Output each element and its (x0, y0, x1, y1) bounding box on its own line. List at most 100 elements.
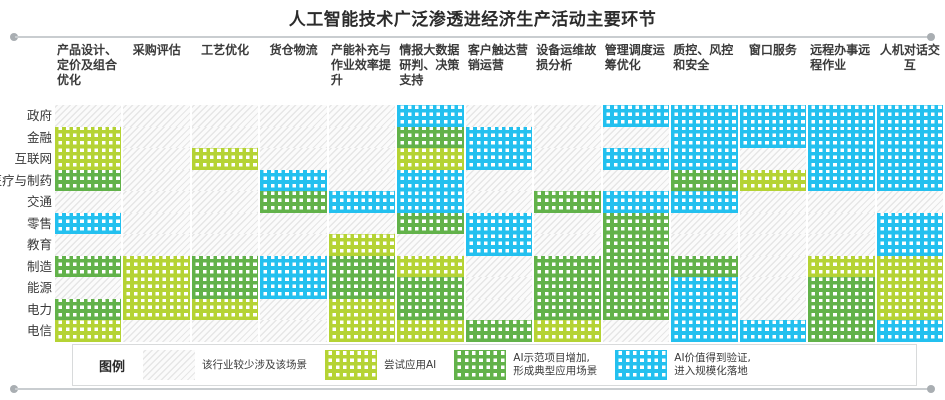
legend-item[interactable]: AI示范项目增加, 形成典型应用场景 (454, 350, 615, 380)
heatmap-cell[interactable] (876, 191, 944, 213)
heatmap-cell[interactable] (739, 191, 807, 213)
heatmap-cell[interactable] (808, 255, 875, 277)
heatmap-cell[interactable] (465, 148, 533, 170)
heatmap-cell[interactable] (808, 148, 875, 170)
heatmap-cell[interactable] (671, 212, 738, 234)
heatmap-cell[interactable] (602, 320, 670, 342)
heatmap-cell[interactable] (260, 169, 327, 191)
heatmap-cell[interactable] (808, 298, 875, 320)
heatmap-cell[interactable] (602, 277, 670, 299)
heatmap-cell[interactable] (191, 212, 259, 234)
heatmap-cell[interactable] (328, 234, 396, 256)
heatmap-cell[interactable] (808, 320, 875, 342)
heatmap-cell[interactable] (55, 320, 122, 342)
heatmap-cell[interactable] (191, 277, 259, 299)
heatmap-cell[interactable] (739, 234, 807, 256)
heatmap-cell[interactable] (465, 298, 533, 320)
heatmap-cell[interactable] (534, 255, 601, 277)
heatmap-cell[interactable] (397, 277, 464, 299)
heatmap-cell[interactable] (876, 320, 944, 342)
heatmap-cell[interactable] (123, 255, 190, 277)
heatmap-cell[interactable] (55, 191, 122, 213)
heatmap-cell[interactable] (123, 277, 190, 299)
heatmap-cell[interactable] (260, 105, 327, 127)
heatmap-cell[interactable] (55, 298, 122, 320)
heatmap-cell[interactable] (465, 277, 533, 299)
heatmap-cell[interactable] (328, 191, 396, 213)
heatmap-cell[interactable] (739, 320, 807, 342)
heatmap-cell[interactable] (671, 148, 738, 170)
heatmap-cell[interactable] (328, 148, 396, 170)
heatmap-cell[interactable] (876, 212, 944, 234)
heatmap-cell[interactable] (534, 169, 601, 191)
heatmap-cell[interactable] (534, 148, 601, 170)
heatmap-cell[interactable] (397, 191, 464, 213)
heatmap-cell[interactable] (534, 298, 601, 320)
heatmap-cell[interactable] (397, 212, 464, 234)
heatmap-cell[interactable] (123, 126, 190, 148)
heatmap-cell[interactable] (123, 105, 190, 127)
heatmap-cell[interactable] (328, 255, 396, 277)
heatmap-cell[interactable] (260, 191, 327, 213)
heatmap-cell[interactable] (808, 277, 875, 299)
heatmap-cell[interactable] (465, 212, 533, 234)
heatmap-cell[interactable] (876, 234, 944, 256)
heatmap-cell[interactable] (397, 169, 464, 191)
heatmap-cell[interactable] (191, 191, 259, 213)
heatmap-cell[interactable] (808, 169, 875, 191)
heatmap-cell[interactable] (328, 105, 396, 127)
heatmap-cell[interactable] (465, 320, 533, 342)
heatmap-cell[interactable] (671, 320, 738, 342)
heatmap-cell[interactable] (465, 105, 533, 127)
heatmap-cell[interactable] (602, 298, 670, 320)
heatmap-cell[interactable] (191, 148, 259, 170)
heatmap-cell[interactable] (191, 234, 259, 256)
heatmap-cell[interactable] (739, 212, 807, 234)
heatmap-cell[interactable] (123, 191, 190, 213)
heatmap-cell[interactable] (55, 277, 122, 299)
heatmap-cell[interactable] (328, 126, 396, 148)
heatmap-cell[interactable] (602, 191, 670, 213)
heatmap-cell[interactable] (739, 169, 807, 191)
heatmap-cell[interactable] (397, 148, 464, 170)
heatmap-cell[interactable] (808, 191, 875, 213)
heatmap-cell[interactable] (397, 105, 464, 127)
heatmap-cell[interactable] (191, 320, 259, 342)
heatmap-cell[interactable] (602, 169, 670, 191)
heatmap-cell[interactable] (328, 320, 396, 342)
heatmap-cell[interactable] (739, 255, 807, 277)
heatmap-cell[interactable] (739, 298, 807, 320)
heatmap-cell[interactable] (602, 234, 670, 256)
heatmap-cell[interactable] (671, 277, 738, 299)
heatmap-cell[interactable] (260, 126, 327, 148)
heatmap-cell[interactable] (739, 126, 807, 148)
heatmap-cell[interactable] (328, 169, 396, 191)
heatmap-cell[interactable] (191, 255, 259, 277)
heatmap-cell[interactable] (260, 234, 327, 256)
heatmap-cell[interactable] (602, 255, 670, 277)
heatmap-cell[interactable] (397, 234, 464, 256)
heatmap-cell[interactable] (534, 277, 601, 299)
heatmap-cell[interactable] (328, 298, 396, 320)
legend-item[interactable]: AI价值得到验证, 进入规模化落地 (615, 350, 769, 380)
heatmap-cell[interactable] (397, 298, 464, 320)
heatmap-cell[interactable] (260, 148, 327, 170)
heatmap-cell[interactable] (191, 169, 259, 191)
heatmap-cell[interactable] (123, 212, 190, 234)
heatmap-cell[interactable] (55, 212, 122, 234)
heatmap-cell[interactable] (465, 126, 533, 148)
heatmap-cell[interactable] (465, 191, 533, 213)
heatmap-cell[interactable] (123, 169, 190, 191)
heatmap-cell[interactable] (260, 320, 327, 342)
heatmap-cell[interactable] (534, 234, 601, 256)
heatmap-cell[interactable] (123, 298, 190, 320)
heatmap-cell[interactable] (55, 105, 122, 127)
heatmap-cell[interactable] (876, 298, 944, 320)
heatmap-cell[interactable] (397, 320, 464, 342)
heatmap-cell[interactable] (123, 148, 190, 170)
heatmap-cell[interactable] (465, 255, 533, 277)
legend-item[interactable]: 尝试应用AI (325, 350, 454, 380)
heatmap-cell[interactable] (397, 126, 464, 148)
heatmap-cell[interactable] (671, 105, 738, 127)
heatmap-cell[interactable] (876, 105, 944, 127)
